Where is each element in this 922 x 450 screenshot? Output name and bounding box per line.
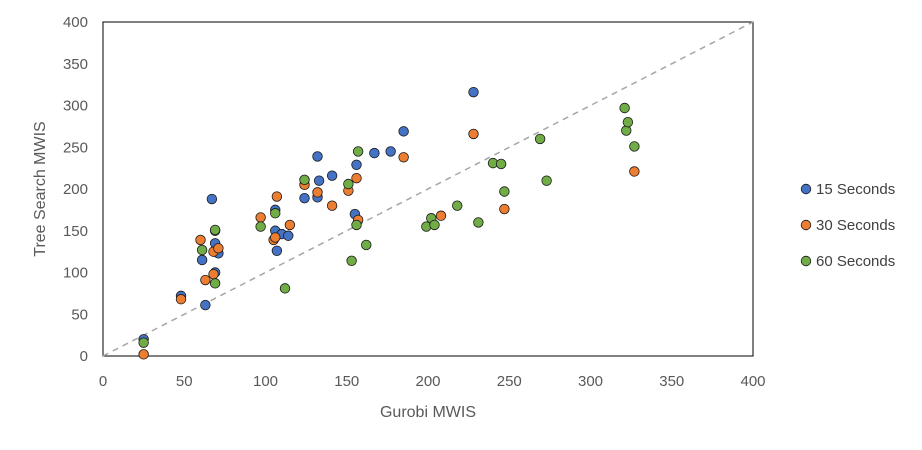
legend-marker: [800, 183, 812, 195]
data-point: [621, 125, 632, 136]
data-point: [209, 224, 221, 236]
data-point: [138, 337, 149, 348]
legend: 15 Seconds 30 Seconds 60 Seconds: [800, 181, 895, 270]
data-point: [468, 128, 479, 140]
x-tick-label: 250: [497, 373, 522, 390]
x-axis-title: Gurobi MWIS: [380, 404, 476, 421]
y-tick-label: 400: [63, 14, 88, 31]
data-point: [208, 268, 219, 280]
data-point: [346, 255, 357, 267]
data-point: [534, 133, 546, 145]
data-point: [468, 86, 479, 98]
legend-item: 30 Seconds: [800, 217, 895, 234]
legend-item: 60 Seconds: [800, 253, 895, 270]
x-tick-label: 150: [334, 373, 359, 390]
y-tick-label: 150: [63, 223, 88, 240]
y-axis-ticks: 0 50 100 150 200 250 300 350 400: [63, 14, 88, 365]
data-point: [270, 232, 281, 243]
x-tick-label: 300: [578, 373, 603, 390]
data-point: [541, 175, 552, 186]
data-point: [213, 243, 224, 254]
data-point: [196, 244, 208, 256]
y-tick-label: 350: [63, 56, 88, 73]
y-tick-label: 0: [80, 348, 88, 365]
x-tick-label: 400: [740, 373, 765, 390]
y-tick-label: 100: [63, 265, 88, 282]
legend-label: 60 Seconds: [816, 253, 895, 270]
x-tick-label: 50: [176, 373, 193, 390]
legend-marker: [800, 255, 812, 267]
data-point: [385, 146, 396, 157]
data-point: [398, 152, 409, 163]
data-point: [206, 193, 218, 205]
data-point: [299, 192, 310, 204]
data-point: [313, 175, 325, 186]
legend-item: 15 Seconds: [800, 181, 895, 198]
data-point: [200, 274, 211, 286]
data-point: [255, 221, 266, 232]
x-tick-label: 0: [99, 373, 107, 390]
data-point: [175, 294, 187, 305]
data-point: [283, 230, 294, 241]
data-point: [209, 278, 221, 289]
data-point: [622, 116, 634, 128]
y-axis-title: Tree Search MWIS: [32, 121, 49, 256]
data-point: [351, 172, 362, 184]
legend-label: 15 Seconds: [816, 181, 895, 198]
data-point: [279, 283, 291, 294]
data-points: [138, 86, 640, 360]
data-point: [398, 126, 409, 137]
data-point: [255, 212, 266, 223]
data-point: [312, 151, 323, 162]
data-point: [499, 203, 510, 215]
data-point: [473, 217, 484, 228]
y-tick-label: 200: [63, 181, 88, 198]
legend-marker: [800, 219, 812, 231]
data-point: [326, 170, 338, 181]
data-point: [271, 191, 283, 202]
x-axis-ticks: 0 50 100 150 200 250 300 350 400: [99, 373, 766, 390]
y-tick-label: 300: [63, 98, 88, 115]
x-tick-label: 350: [659, 373, 684, 390]
data-point: [200, 299, 211, 311]
y-tick-label: 50: [71, 306, 88, 323]
reference-diagonal-line: [102, 21, 754, 357]
y-tick-label: 250: [63, 139, 88, 156]
legend-label: 30 Seconds: [816, 217, 895, 234]
data-point: [629, 166, 640, 177]
data-point: [352, 146, 364, 157]
data-point: [369, 147, 380, 159]
data-point: [499, 186, 510, 197]
x-tick-label: 100: [253, 373, 278, 390]
plot-area-frame: [102, 21, 754, 357]
data-point: [312, 187, 323, 198]
data-point: [361, 239, 372, 251]
data-point: [452, 200, 463, 211]
x-tick-label: 200: [415, 373, 440, 390]
data-point: [351, 159, 362, 170]
data-point: [138, 349, 149, 360]
data-point: [326, 200, 338, 211]
data-point: [270, 208, 281, 219]
data-point: [284, 219, 296, 231]
data-point: [271, 245, 283, 256]
data-point: [495, 158, 507, 170]
series-60-seconds: [138, 102, 640, 348]
data-point: [343, 178, 354, 190]
data-point: [435, 210, 447, 221]
data-point: [195, 234, 206, 246]
data-point: [629, 141, 640, 152]
data-point: [619, 102, 630, 114]
data-point: [351, 219, 362, 231]
data-point: [196, 254, 208, 266]
data-point: [429, 219, 440, 231]
data-point: [299, 174, 310, 186]
